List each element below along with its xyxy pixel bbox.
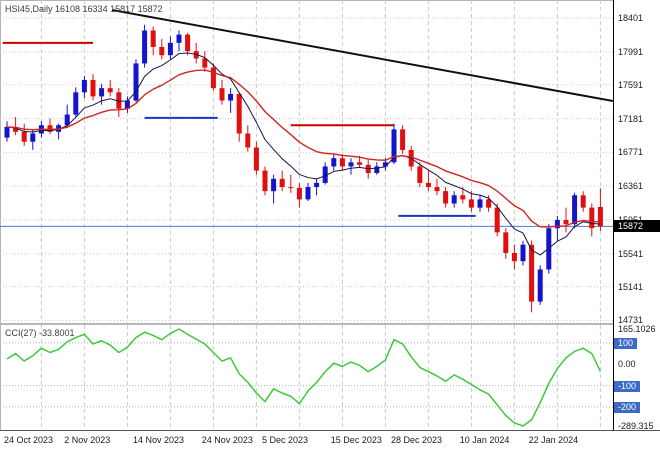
time-axis-label: 24 Oct 2023 xyxy=(4,435,54,445)
price-axis-label: 15541 xyxy=(618,248,644,259)
time-axis-label: 5 Dec 2023 xyxy=(262,435,309,445)
cci-indicator-label: CCI(27) -33.8001 xyxy=(5,328,75,338)
price-axis-label: 15951 xyxy=(618,215,643,225)
main-grid xyxy=(0,0,613,323)
chart-title: HSI45,Daily 16108 16334 15817 15872 xyxy=(5,4,163,14)
cci-axis-label: -289.315 xyxy=(618,421,654,431)
price-axis-label: 15141 xyxy=(618,281,644,292)
price-axis-label: 14731 xyxy=(618,315,644,326)
descending-trendline[interactable] xyxy=(111,9,613,102)
price-axis-label: 18401 xyxy=(618,13,644,24)
cci-grid xyxy=(0,325,613,430)
time-axis-label: 24 Nov 2023 xyxy=(201,435,253,445)
cci-level-badge: 100 xyxy=(614,337,638,349)
cci-indicator-pane[interactable]: CCI(27) -33.8001 xyxy=(0,323,613,430)
price-axis-label: 17591 xyxy=(618,79,644,90)
ma-slow-line xyxy=(6,69,601,228)
candlestick-chart xyxy=(0,0,613,323)
cci-line xyxy=(6,328,602,427)
time-axis-label: 10 Jan 2024 xyxy=(459,435,510,445)
time-axis[interactable]: 24 Oct 2023 2 Nov 2023 14 Nov 2023 24 Nov 2… xyxy=(0,430,660,450)
main-price-pane[interactable]: HSI45,Daily 16108 16334 15817 15872 xyxy=(0,0,613,323)
time-axis-label: 22 Jan 2024 xyxy=(528,435,579,445)
current-price-badge: 15872 xyxy=(614,220,660,233)
time-axis-label: 2 Nov 2023 xyxy=(64,435,111,445)
cci-level-badge: -100 xyxy=(614,380,641,392)
cci-axis-label: 165.1026 xyxy=(618,324,656,334)
price-axis[interactable]: 18401 17991 17591 17181 16771 16361 15951 15541… xyxy=(613,0,660,431)
price-axis-label: 16361 xyxy=(618,181,644,192)
time-axis-label: 14 Nov 2023 xyxy=(133,435,185,445)
ma-fast-line xyxy=(6,52,601,256)
cci-line-chart xyxy=(0,325,613,430)
price-axis-label: 17991 xyxy=(618,46,644,57)
candles-group xyxy=(4,24,603,313)
price-axis-label: 16771 xyxy=(618,147,644,158)
time-axis-label: 15 Dec 2023 xyxy=(330,435,382,445)
price-axis-label: 17181 xyxy=(618,113,644,124)
time-axis-label: 28 Dec 2023 xyxy=(391,435,443,445)
cci-level-badge: -200 xyxy=(614,401,641,413)
cci-axis-label: 0.00 xyxy=(618,359,636,370)
